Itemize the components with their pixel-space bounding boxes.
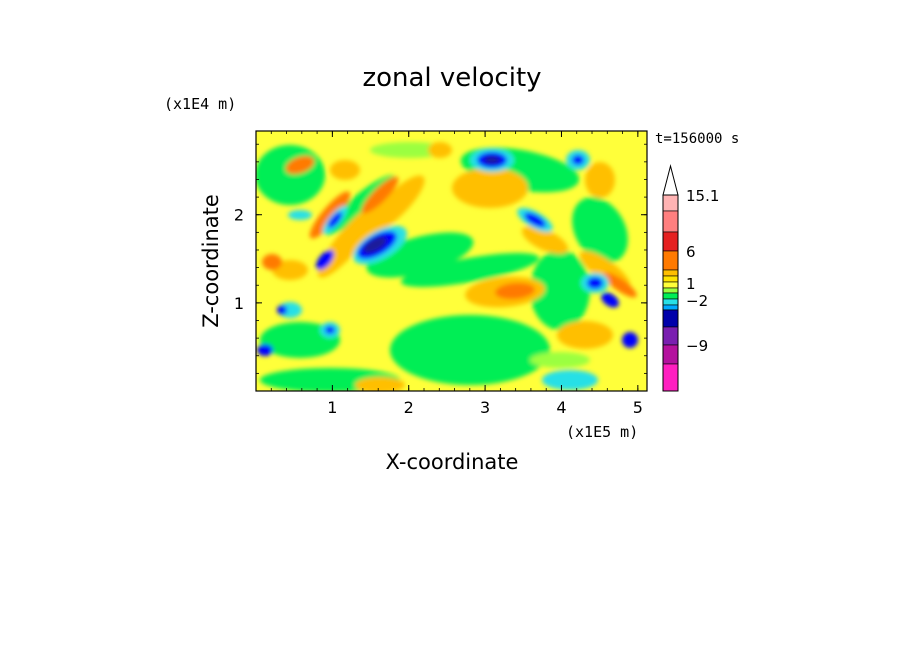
contour-region [521,226,569,254]
contour-region [361,176,399,214]
colorbar-swatch [662,304,679,311]
y-tick-label: 2 [234,206,244,225]
contour-region [530,250,590,330]
colorbar-frame [662,194,679,392]
contour-region [327,211,343,229]
colorbar-swatch [662,269,679,277]
contour-region [277,305,287,315]
colorbar-swatch [662,292,679,300]
colorbar-swatch [662,210,679,233]
colorbar-swatch [662,250,679,271]
y-scale-note: (x1E4 m) [164,95,236,113]
colorbar-swatch [662,281,679,289]
contour-region [260,322,340,358]
colorbar-label: 6 [686,243,696,261]
contour-region [452,168,528,208]
colorbar-overflow-arrow [662,164,679,196]
colorbar-swatch [662,326,679,346]
contour-region [401,253,539,287]
contour-region [363,236,387,254]
contour-region [495,282,535,300]
contour-region [325,326,335,334]
colorbar-swatch [662,363,679,392]
colorbar: 15.1 6 1−2 −9 [662,164,719,392]
contour-field [256,131,647,391]
contour-region [288,210,312,220]
x-scale-note: (x1E5 m) [566,423,638,441]
colorbar-label: 15.1 [686,187,719,205]
contour-region [330,160,360,180]
colorbar-label: −9 [686,337,708,355]
contour-region [355,377,405,391]
colorbar-swatch [662,287,679,294]
colorbar-swatch [662,231,679,252]
contour-region [317,202,383,278]
contour-region [542,370,598,390]
colorbar-label: −2 [686,292,708,310]
x-tick-label: 1 [327,398,337,417]
colorbar-swatch [662,344,679,365]
contour-region [603,272,637,298]
contour-region [285,155,315,175]
colorbar-swatch [662,194,679,212]
contour-region [572,197,628,263]
contour-region [622,332,638,348]
x-tick-label: 5 [633,398,643,417]
chart-title: zonal velocity [362,63,541,93]
contour-region [316,250,334,270]
time-label: t=156000 s [655,131,739,147]
contour-region [585,162,615,198]
plot-frame [255,130,648,392]
contour-region [484,156,500,164]
colorbar-label: 1 [686,275,696,293]
contour-region [557,321,613,349]
y-axis-label: Z-coordinate [199,194,223,328]
contour-region [572,155,584,165]
contour-region [262,254,282,270]
x-tick-label: 3 [480,398,490,417]
contour-region [366,232,474,278]
x-tick-label: 2 [404,398,414,417]
x-axis-label: X-coordinate [386,450,519,474]
contour-region [309,191,351,239]
contour-region [524,212,546,228]
contour-region [530,352,590,368]
contour-region [257,344,273,356]
contour-region [601,292,619,308]
contour-region [256,145,325,205]
colorbar-swatch [662,298,679,306]
colorbar-swatch [662,309,679,328]
contour-region [428,142,452,158]
contour-region [587,277,603,289]
y-tick-label: 1 [234,294,244,313]
x-tick-label: 4 [556,398,566,417]
contour-region [390,315,550,385]
contour-region [365,175,425,235]
colorbar-swatch [662,275,679,283]
